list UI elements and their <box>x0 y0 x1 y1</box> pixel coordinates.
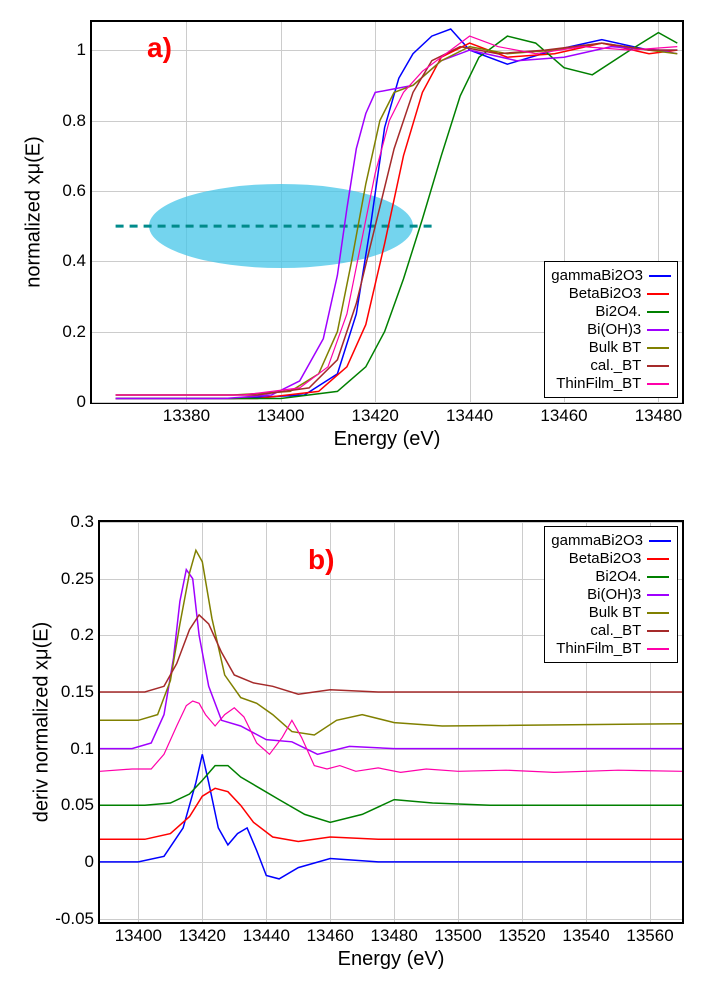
chart-a-ytick-label: 0.8 <box>62 111 92 131</box>
chart-b-legend-swatch <box>647 576 669 578</box>
chart-a-ytick-label: 1 <box>77 40 92 60</box>
chart-b-xtick-label: 13560 <box>626 922 673 946</box>
chart-a-ylabel: normalized xμ(E) <box>23 136 46 288</box>
chart-b-legend-swatch <box>647 612 669 614</box>
chart-b-legend-row: Bi(OH)3 <box>551 586 671 603</box>
chart-b-panel-label: b) <box>308 544 334 576</box>
chart-b-legend-row: ThinFilm_BT <box>551 640 671 657</box>
chart-a-ytick-label: 0 <box>77 392 92 412</box>
chart-a-xtick-label: 13400 <box>257 402 304 426</box>
chart-b-xtick-label: 13500 <box>435 922 482 946</box>
chart-a-legend-swatch <box>647 347 669 349</box>
chart-b-xtick-label: 13400 <box>115 922 162 946</box>
chart-a-legend-row: Bulk BT <box>551 339 671 356</box>
chart-a-legend-row: gammaBi2O3 <box>551 267 671 284</box>
chart-a-legend-row: Bi2O4. <box>551 303 671 320</box>
chart-b-legend-row: Bulk BT <box>551 604 671 621</box>
chart-b-legend-row: Bi2O4. <box>551 568 671 585</box>
chart-b-ytick-label: 0.3 <box>70 512 100 532</box>
chart-b-series-gammaBi2O3 <box>100 754 682 879</box>
chart-a-xtick-label: 13420 <box>352 402 399 426</box>
chart-b-xlabel: Energy (eV) <box>338 948 445 971</box>
chart-a-xtick-label: 13480 <box>635 402 682 426</box>
chart-a-legend-label: Bi2O4. <box>551 303 641 320</box>
chart-a-legend-row: Bi(OH)3 <box>551 321 671 338</box>
chart-a-legend-swatch <box>649 275 671 277</box>
chart-a-legend-swatch <box>647 365 669 367</box>
chart-a-legend-label: cal._BT <box>551 357 641 374</box>
chart-b-ytick-label: 0.1 <box>70 739 100 759</box>
chart-a-legend-label: Bi(OH)3 <box>551 321 641 338</box>
chart-a-legend-swatch <box>647 311 669 313</box>
chart-b-legend-swatch <box>647 594 669 596</box>
chart-b-legend-label: Bi(OH)3 <box>551 586 641 603</box>
chart-b-series-ThinFilmBT <box>100 701 682 772</box>
chart-b-xtick-label: 13440 <box>243 922 290 946</box>
chart-b-ytick-label: 0 <box>85 852 100 872</box>
chart-a-legend-row: ThinFilm_BT <box>551 375 671 392</box>
chart-b-legend-row: gammaBi2O3 <box>551 532 671 549</box>
chart-a-legend: gammaBi2O3BetaBi2O3Bi2O4.Bi(OH)3Bulk BTc… <box>544 261 678 398</box>
chart-b-legend-label: gammaBi2O3 <box>551 532 643 549</box>
chart-b-ytick-label: 0.25 <box>61 569 100 589</box>
chart-b-ytick-label: 0.05 <box>61 795 100 815</box>
chart-b-legend-swatch <box>649 540 671 542</box>
chart-a-xtick-label: 13440 <box>446 402 493 426</box>
chart-a-legend-label: BetaBi2O3 <box>551 285 641 302</box>
chart-b-legend-swatch <box>647 630 669 632</box>
chart-a-xlabel: Energy (eV) <box>334 428 441 451</box>
chart-b-legend-label: Bulk BT <box>551 604 641 621</box>
chart-b-xtick-label: 13540 <box>562 922 609 946</box>
figure-root: 0 0.2 0.4 0.6 0.8 1 13380 13400 13420 13440 13460 1… <box>0 0 713 991</box>
chart-a-xtick-label: 13460 <box>540 402 587 426</box>
chart-a-legend-swatch <box>647 383 669 385</box>
chart-b-xtick-label: 13460 <box>307 922 354 946</box>
chart-b-legend-label: BetaBi2O3 <box>551 550 641 567</box>
chart-b-plot-area: -0.0500.050.10.150.20.250.31340013420134… <box>98 520 684 924</box>
chart-b-xtick-label: 13420 <box>179 922 226 946</box>
chart-b-legend-swatch <box>647 648 669 650</box>
chart-a-legend-label: gammaBi2O3 <box>551 267 643 284</box>
chart-b-ylabel: deriv normalized xμ(E) <box>31 622 54 822</box>
chart-a-plot-area: 00.20.40.60.8113380134001342013440134601… <box>90 20 684 404</box>
chart-b-legend-row: cal._BT <box>551 622 671 639</box>
chart-a-xtick-label: 13380 <box>163 402 210 426</box>
chart-b-xtick-label: 13480 <box>371 922 418 946</box>
chart-a-legend-label: ThinFilm_BT <box>551 375 641 392</box>
chart-b-ytick-label: 0.15 <box>61 682 100 702</box>
chart-b-legend-label: cal._BT <box>551 622 641 639</box>
chart-a-legend-swatch <box>647 329 669 331</box>
chart-b-legend-row: BetaBi2O3 <box>551 550 671 567</box>
chart-b-legend-swatch <box>647 558 669 560</box>
chart-b-ytick-label: 0.2 <box>70 625 100 645</box>
chart-a-legend-row: cal._BT <box>551 357 671 374</box>
chart-a-legend-swatch <box>647 293 669 295</box>
chart-a-ytick-label: 0.4 <box>62 251 92 271</box>
chart-a-panel-label: a) <box>147 32 172 64</box>
chart-a-ytick-label: 0.6 <box>62 181 92 201</box>
chart-b-legend: gammaBi2O3BetaBi2O3Bi2O4.Bi(OH)3Bulk BTc… <box>544 526 678 663</box>
chart-a-legend-label: Bulk BT <box>551 339 641 356</box>
chart-b-xtick-label: 13520 <box>498 922 545 946</box>
chart-a-legend-row: BetaBi2O3 <box>551 285 671 302</box>
chart-b-legend-label: Bi2O4. <box>551 568 641 585</box>
chart-b-legend-label: ThinFilm_BT <box>551 640 641 657</box>
chart-a-ytick-label: 0.2 <box>62 322 92 342</box>
chart-b-ytick-label: -0.05 <box>55 909 100 929</box>
